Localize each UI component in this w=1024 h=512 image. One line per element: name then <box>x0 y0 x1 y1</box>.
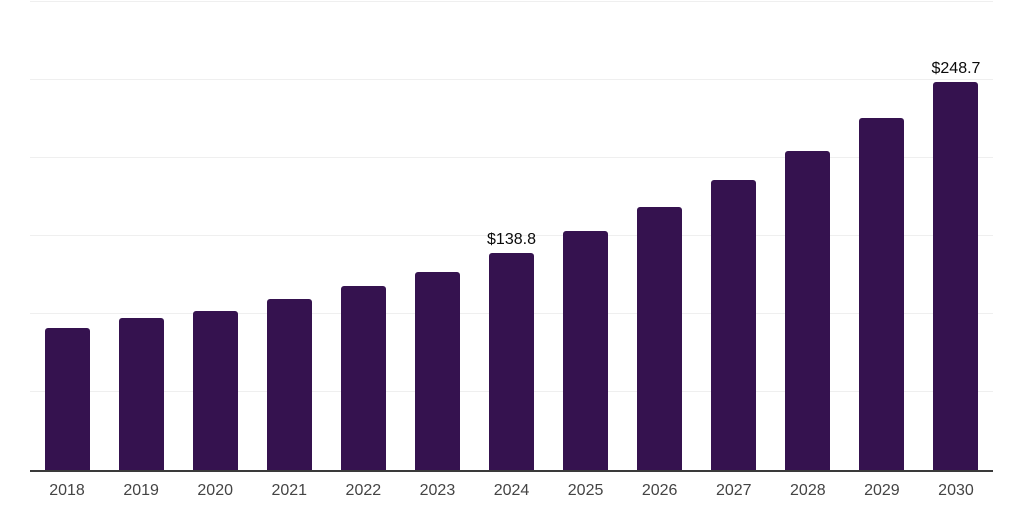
bar-slot-2024: $138.8 <box>474 2 548 470</box>
x-tick-2019: 2019 <box>123 482 159 499</box>
bar-slot-2020 <box>178 2 252 470</box>
x-axis-labels: 2018 2019 2020 2021 2022 2023 2024 2025 2026 2027… <box>30 483 993 499</box>
bar-2020[interactable] <box>192 311 238 470</box>
bar-slot-2021 <box>252 2 326 470</box>
bar-value-label-2030: $248.7 <box>931 60 981 78</box>
x-tick-2021: 2021 <box>271 482 308 499</box>
bar-2024[interactable]: $138.8 <box>487 232 536 470</box>
bar-slot-2018 <box>30 2 104 470</box>
x-tick-2022: 2022 <box>345 482 382 499</box>
bar-2021[interactable] <box>266 299 312 470</box>
bar-value-label-2024: $138.8 <box>487 231 536 249</box>
x-tick-2018: 2018 <box>49 482 85 499</box>
bar-2023[interactable] <box>414 272 460 470</box>
bar-2028[interactable] <box>785 150 831 470</box>
bar-slot-2025 <box>549 2 623 470</box>
gridline-200 <box>30 157 993 159</box>
x-tick-2028: 2028 <box>790 482 826 499</box>
x-tick-2030: 2030 <box>938 482 974 499</box>
bar-2029[interactable] <box>859 117 905 470</box>
x-tick-2025: 2025 <box>567 482 604 499</box>
x-tick-2026: 2026 <box>641 482 678 499</box>
bar-2018[interactable] <box>44 328 90 470</box>
bar-slot-2019 <box>104 2 178 470</box>
bar-2019[interactable] <box>118 317 164 470</box>
bar-slot-2027 <box>697 2 771 470</box>
bar-2025[interactable] <box>563 231 609 470</box>
bars-container: $138.8 $248.7 <box>30 2 993 470</box>
bar-2026[interactable] <box>637 206 683 470</box>
bar-slot-2022 <box>326 2 400 470</box>
gridline-250 <box>30 79 993 80</box>
bar-slot-2029 <box>845 2 919 470</box>
x-tick-2020: 2020 <box>197 482 233 499</box>
bar-2030[interactable]: $248.7 <box>932 61 980 470</box>
bar-slot-2028 <box>771 2 845 470</box>
bar-slot-2023 <box>400 2 474 470</box>
x-tick-2027: 2027 <box>715 482 752 499</box>
x-tick-2024: 2024 <box>493 482 530 499</box>
bar-slot-2026 <box>623 2 697 470</box>
plot-area: $138.8 $248.7 <box>30 1 993 472</box>
bar-2027[interactable] <box>711 180 757 470</box>
x-tick-2023: 2023 <box>419 482 456 499</box>
x-tick-2029: 2029 <box>864 482 900 499</box>
bar-slot-2030: $248.7 <box>919 2 993 470</box>
gridline-150 <box>30 235 993 236</box>
gridline-300 <box>30 1 993 2</box>
bar-2022[interactable] <box>340 286 386 470</box>
